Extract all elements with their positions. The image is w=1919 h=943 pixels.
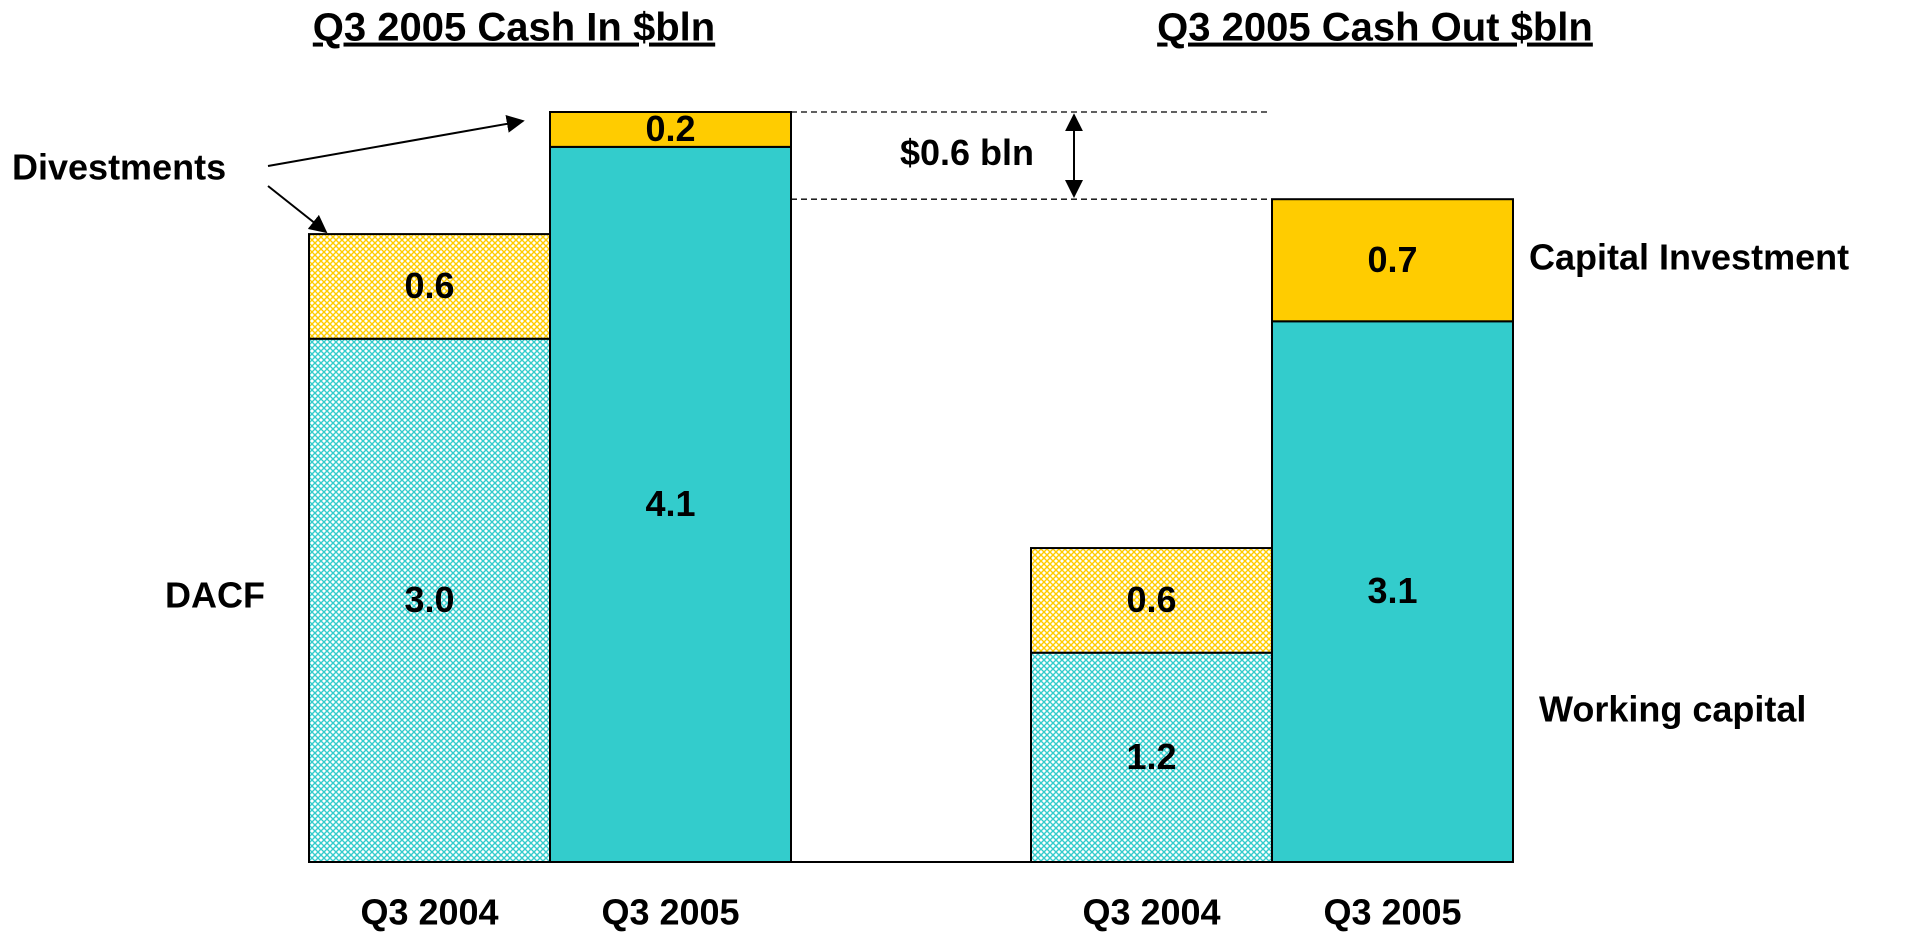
bar-segment <box>1271 320 1514 864</box>
bar-segment <box>549 111 792 148</box>
chart-title: Q3 2005 Cash In $bln <box>313 6 715 50</box>
bar-segment <box>308 233 551 340</box>
bar-segment <box>549 145 792 863</box>
value-label: 1.2 <box>1126 736 1176 777</box>
x-tick-label: Q3 2005 <box>601 892 739 933</box>
chart-title: Q3 2005 Cash Out $bln <box>1157 6 1593 50</box>
bar-segment <box>308 337 551 863</box>
value-label: 3.1 <box>1367 570 1417 611</box>
value-label: 0.2 <box>645 108 695 149</box>
annotation: $0.6 bln <box>900 132 1034 173</box>
x-tick-label: Q3 2005 <box>1323 892 1461 933</box>
series-label: Working capital <box>1539 689 1806 730</box>
x-tick-label: Q3 2004 <box>1082 892 1220 933</box>
series-label: Capital Investment <box>1529 237 1849 278</box>
pointer-arrow <box>267 185 328 234</box>
series-label: DACF <box>165 575 265 616</box>
value-label: 4.1 <box>645 483 695 524</box>
value-label: 0.6 <box>1126 579 1176 620</box>
value-label: 3.0 <box>404 579 454 620</box>
x-tick-label: Q3 2004 <box>360 892 498 933</box>
pointer-arrow <box>267 114 525 167</box>
bar-segment <box>1030 547 1273 654</box>
series-label: Divestments <box>12 147 226 188</box>
bar-segment <box>1271 198 1514 323</box>
value-label: 0.6 <box>404 265 454 306</box>
value-label: 0.7 <box>1367 239 1417 280</box>
